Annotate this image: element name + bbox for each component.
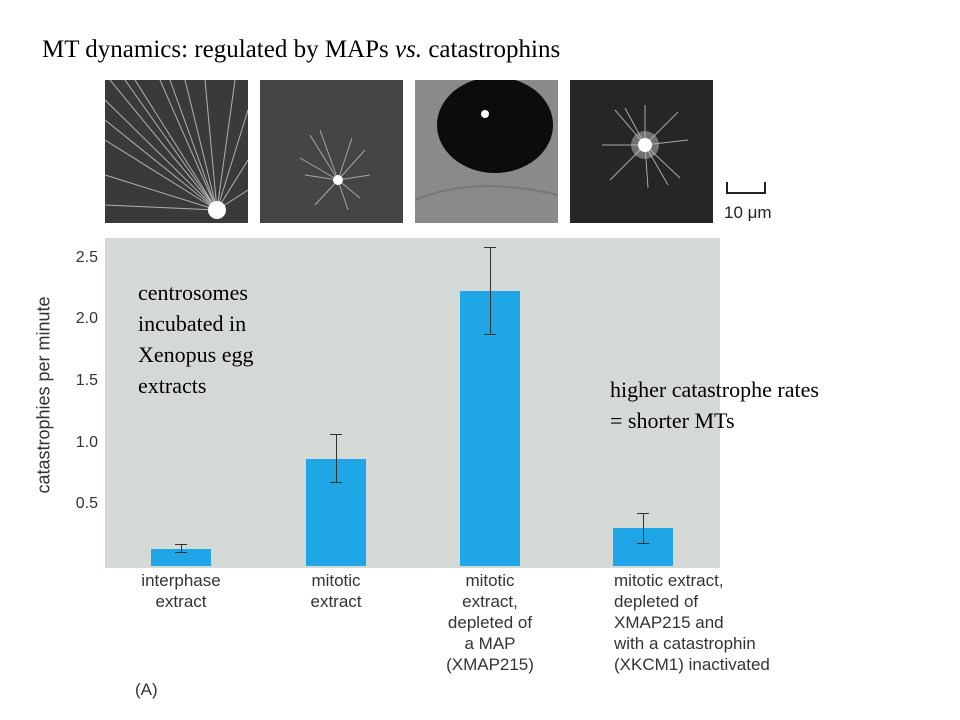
slide-title: MT dynamics: regulated by MAPs vs. catas… xyxy=(42,36,561,63)
error-bar-cap xyxy=(484,246,496,248)
y-tick-label: 2.5 xyxy=(75,248,98,266)
scale-bar xyxy=(726,182,766,194)
y-tick-label: 1.0 xyxy=(75,433,98,451)
category-label: mitotic extract, depleted of XMAP215 and… xyxy=(614,571,770,674)
category-label: mitotic extract xyxy=(310,571,362,611)
annotation-catastrophe-rates: higher catastrophe rates = shorter MTs xyxy=(610,377,819,433)
y-tick-label: 1.5 xyxy=(75,372,98,390)
bar xyxy=(460,291,520,566)
error-bar-cap xyxy=(175,543,187,545)
micrograph-catastrophin-inactivated xyxy=(570,80,713,223)
error-bar xyxy=(181,543,182,553)
error-bar-cap xyxy=(484,334,496,336)
panel-label: (A) xyxy=(135,680,158,699)
error-bar xyxy=(643,512,644,543)
bar xyxy=(151,548,211,566)
category-label: interphase extract xyxy=(141,571,221,611)
category-label: mitotic extract, depleted of a MAP (XMAP… xyxy=(446,571,534,674)
y-axis-title: catastrophies per minute xyxy=(33,296,54,494)
annotation-centrosomes: centrosomes incubated in Xenopus egg ext… xyxy=(138,280,254,398)
error-bar-cap xyxy=(330,434,342,436)
error-bar-cap xyxy=(330,482,342,484)
error-bar-cap xyxy=(637,512,649,514)
error-bar xyxy=(490,246,491,335)
y-tick-label: 2.0 xyxy=(75,310,98,328)
chart-panel xyxy=(105,238,720,568)
micrograph-interphase xyxy=(105,80,248,223)
error-bar xyxy=(336,434,337,483)
error-bar-cap xyxy=(175,552,187,554)
scale-bar-label: 10 μm xyxy=(724,203,772,222)
error-bar-cap xyxy=(637,542,649,544)
micrograph-mitotic xyxy=(260,80,403,223)
micrograph-depleted-map xyxy=(415,80,558,223)
y-tick-label: 0.5 xyxy=(75,495,98,513)
